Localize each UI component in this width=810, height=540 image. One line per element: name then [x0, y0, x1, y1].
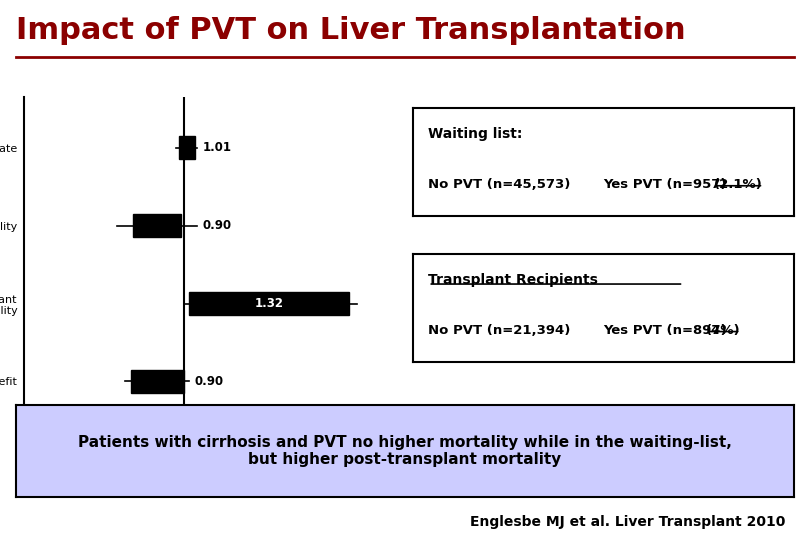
Text: Transplant Recipients: Transplant Recipients: [428, 273, 599, 287]
Text: Englesbe MJ et al. Liver Transplant 2010: Englesbe MJ et al. Liver Transplant 2010: [471, 515, 786, 529]
Text: 0.90: 0.90: [194, 375, 224, 388]
Text: (2.1%): (2.1%): [714, 178, 762, 191]
Bar: [179, 136, 194, 159]
Text: 0.90: 0.90: [202, 219, 232, 232]
Text: 1.01: 1.01: [202, 141, 232, 154]
Bar: [130, 370, 184, 393]
Text: Waiting list:: Waiting list:: [428, 127, 522, 141]
Bar: [134, 214, 181, 238]
Text: (4%): (4%): [706, 324, 741, 337]
Text: Patients with cirrhosis and PVT no higher mortality while in the waiting-list,
b: Patients with cirrhosis and PVT no highe…: [78, 435, 732, 467]
Text: Yes PVT (n=897): Yes PVT (n=897): [603, 324, 731, 337]
Text: No PVT (n=21,394): No PVT (n=21,394): [428, 324, 571, 337]
Bar: [190, 292, 349, 315]
Text: Impact of PVT on Liver Transplantation: Impact of PVT on Liver Transplantation: [16, 16, 686, 45]
X-axis label: Hazard Ratio (95% CI): Hazard Ratio (95% CI): [142, 457, 279, 470]
Text: 1.32: 1.32: [254, 297, 284, 310]
Text: No PVT (n=45,573): No PVT (n=45,573): [428, 178, 571, 191]
Text: Yes PVT (n=957): Yes PVT (n=957): [603, 178, 731, 191]
